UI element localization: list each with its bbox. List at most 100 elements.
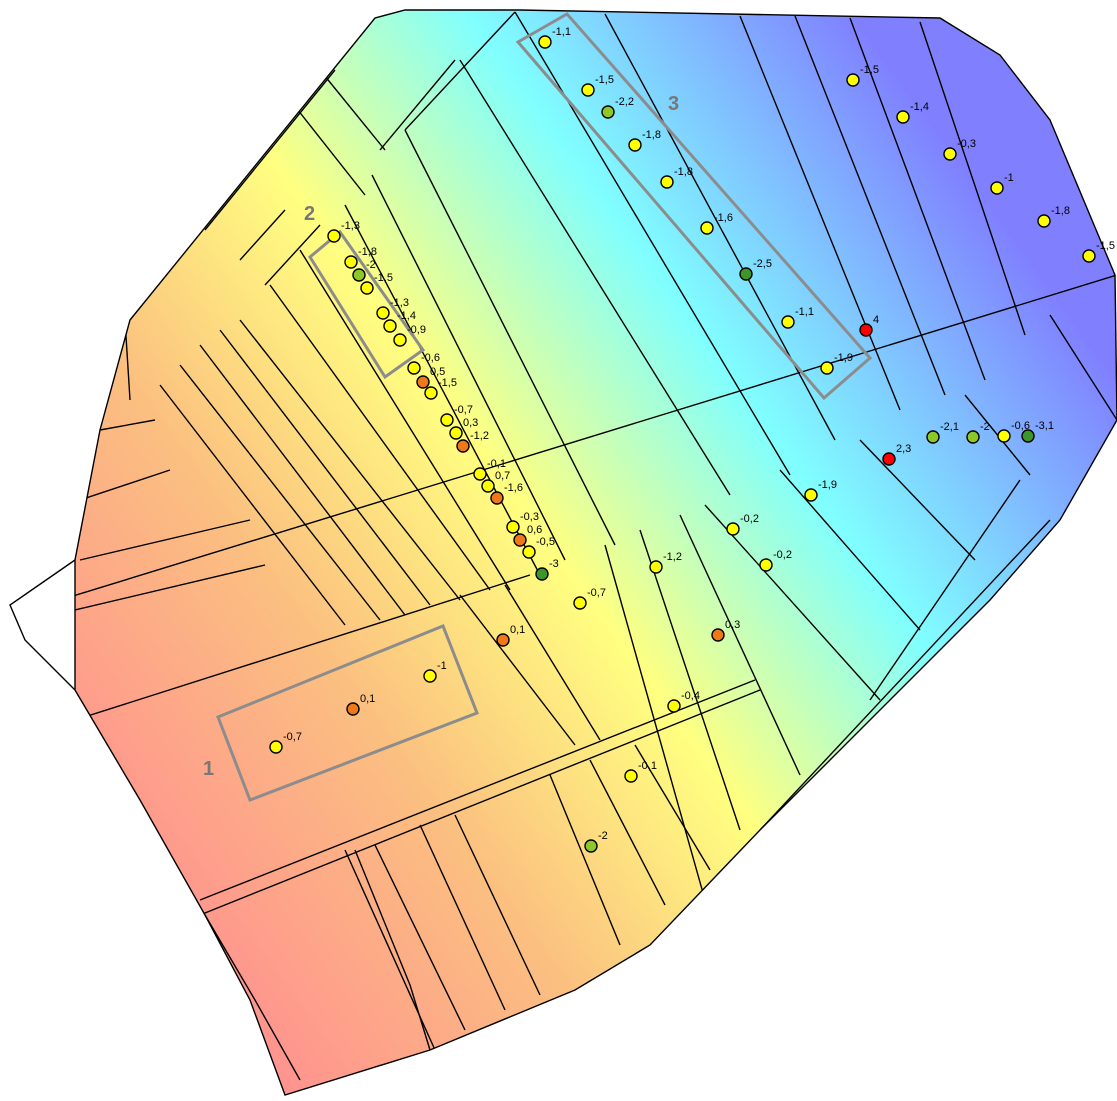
sample-point-label: -1,9	[834, 352, 853, 364]
sample-point-marker	[481, 479, 495, 493]
sample-point-label: -1,6	[714, 212, 733, 224]
field-parcel-outlines	[9, 9, 1117, 1096]
sample-point-label: -1,5	[438, 377, 457, 389]
sample-point-label: -0,7	[283, 731, 302, 743]
sample-point-marker	[700, 221, 714, 235]
sample-point: -0,6	[407, 352, 440, 375]
sample-point: -2,2	[601, 96, 634, 119]
sample-point-label: -2,2	[615, 96, 634, 108]
sample-point-marker	[584, 839, 598, 853]
sample-point-marker	[667, 699, 681, 713]
sample-point-marker	[346, 702, 360, 716]
sample-point: -3	[535, 558, 559, 581]
sample-point: -1,1	[781, 306, 814, 329]
sample-point: -0,2	[726, 513, 759, 536]
sample-point-label: -0,1	[638, 760, 657, 772]
sample-point-marker	[440, 413, 454, 427]
sample-point: -1,1	[538, 26, 571, 49]
sample-point-marker	[269, 740, 283, 754]
sample-point: -1,8	[660, 166, 693, 189]
sample-point-marker	[423, 669, 437, 683]
sample-point-marker	[966, 430, 980, 444]
sample-points: -1,1-1,5-2,2-1,8-1,8-1,6-2,5-1,1-1,9-1,5…	[269, 26, 1115, 853]
sample-point: -0,1	[473, 458, 506, 481]
sample-point-label: -1	[437, 660, 447, 672]
sample-point-label: -2	[366, 259, 376, 271]
sample-point-label: 0,1	[510, 624, 525, 636]
sample-point-label: -1,4	[397, 310, 416, 322]
sample-point-label: -0,6	[1011, 420, 1030, 432]
sample-point-label: -0,1	[487, 458, 506, 470]
sample-point-label: -1	[1004, 172, 1014, 184]
sample-point-label: -2,1	[940, 421, 959, 433]
sample-point-marker	[327, 229, 341, 243]
sample-point-label: -1,8	[642, 129, 661, 141]
sample-point: -0,3	[506, 511, 539, 534]
sample-point: -1,9	[820, 352, 853, 375]
sample-point-label: -0,4	[681, 690, 700, 702]
sample-point: -2	[352, 259, 376, 282]
sample-point-marker	[660, 175, 674, 189]
sample-point-label: -0,6	[421, 352, 440, 364]
sample-point-marker	[859, 323, 873, 337]
sample-point-label: -0,3	[520, 511, 539, 523]
sample-point-marker	[628, 138, 642, 152]
sample-point-label: -0,3	[957, 138, 976, 150]
sample-point-marker	[407, 361, 421, 375]
sample-point: -0,2	[759, 549, 792, 572]
sample-point: 0,1	[346, 693, 375, 716]
sample-point: -0,1	[624, 760, 657, 783]
sample-point-marker	[624, 769, 638, 783]
sample-point-label: -1,8	[358, 246, 377, 258]
sample-point: -0,5	[522, 536, 555, 559]
sample-point-marker	[649, 560, 663, 574]
sample-point-label: -3	[549, 558, 559, 570]
sample-point-label: 2,3	[896, 443, 911, 455]
sample-point-marker	[739, 267, 753, 281]
sample-point-marker	[943, 147, 957, 161]
sample-point: -0,4	[667, 690, 700, 713]
sample-point: -1,6	[700, 212, 733, 235]
sample-point: -1,3	[376, 297, 409, 320]
sample-point-label: -1,6	[504, 482, 523, 494]
sample-point-marker	[846, 73, 860, 87]
sample-point: -3,1	[1021, 420, 1054, 443]
zone-3-label: 3	[668, 93, 679, 115]
sample-point-marker	[926, 430, 940, 444]
sample-point-marker	[416, 375, 430, 389]
sample-point-marker	[581, 83, 595, 97]
sample-point-marker	[490, 491, 504, 505]
sample-point-label: -1,5	[374, 272, 393, 284]
sample-point-label: 0,3	[725, 619, 740, 631]
zone-2-label: 2	[304, 203, 315, 225]
sample-point: -2	[966, 421, 990, 444]
sample-point-marker	[393, 333, 407, 347]
sample-point: -1,2	[456, 430, 489, 453]
sample-point: 0,1	[496, 624, 525, 647]
sample-point-marker	[496, 633, 510, 647]
sample-point-marker	[990, 181, 1004, 195]
sample-point-marker	[1037, 214, 1051, 228]
sample-point-marker	[360, 281, 374, 295]
sample-point-label: -0,2	[740, 513, 759, 525]
sample-point-marker	[383, 319, 397, 333]
sample-point-marker	[601, 105, 615, 119]
sample-point: -1,5	[360, 272, 393, 295]
sample-point-label: -1,8	[1051, 205, 1070, 217]
sample-point-label: -1,3	[341, 220, 360, 232]
sample-point-label: -1,3	[390, 297, 409, 309]
sample-point-label: -1,5	[1096, 240, 1115, 252]
sample-point-label: -3,1	[1035, 420, 1054, 432]
sample-point-label: -2	[980, 421, 990, 433]
sample-point: -1,2	[649, 551, 682, 574]
sample-point: 0,6	[513, 524, 542, 547]
sample-point: -2,1	[926, 421, 959, 444]
sample-point-marker	[449, 426, 463, 440]
sample-point: 0,5	[416, 366, 445, 389]
sample-point-marker	[376, 306, 390, 320]
sample-point-marker	[759, 558, 773, 572]
sample-point: -1,4	[896, 101, 929, 124]
zone-labels: 1 2 3	[203, 93, 679, 780]
sample-point-marker	[781, 315, 795, 329]
sample-point-marker	[997, 429, 1011, 443]
